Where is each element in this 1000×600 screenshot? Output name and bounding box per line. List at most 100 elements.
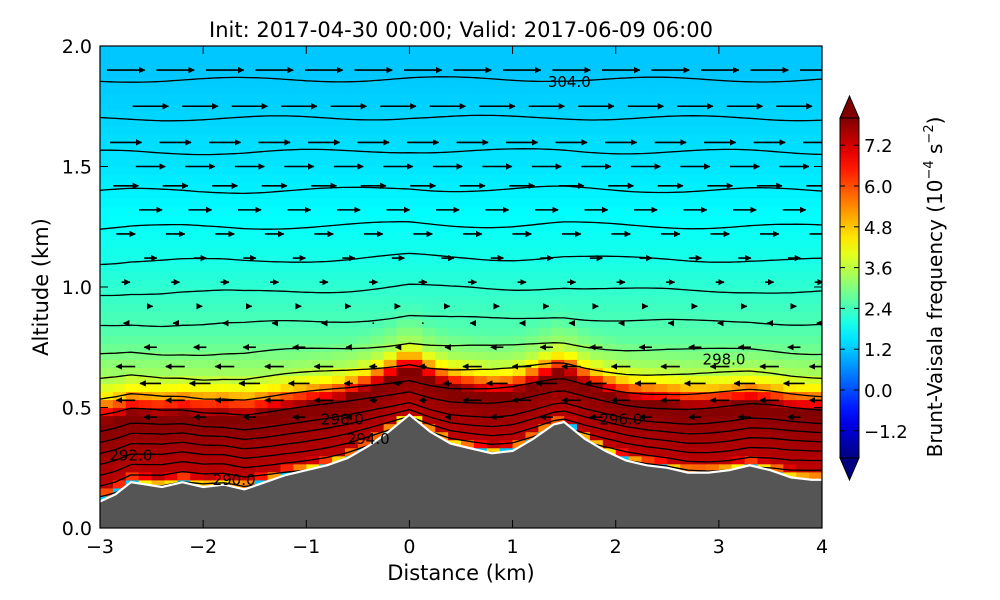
field-cell [641,391,655,401]
field-cell [577,407,591,417]
field-cell [602,238,617,248]
field-cell [357,214,372,224]
field-cell [228,415,243,425]
field-cell [628,351,643,360]
field-cell [718,94,733,103]
field-cell [319,222,333,232]
field-cell [138,214,153,224]
field-cell [241,319,256,328]
field-cell [370,78,385,87]
field-cell [344,262,359,272]
field-cell [293,206,307,216]
field-cell [589,110,604,119]
field-cell [151,311,166,320]
field-cell [164,150,178,160]
field-cell [770,54,784,63]
field-cell [654,407,668,417]
field-cell [164,142,178,152]
field-cell [525,278,539,288]
field-cell [151,166,166,176]
field-cell [577,46,591,55]
field-cell [499,375,514,384]
colorbar-label: Brunt-Vaisala frequency (10−4 s−2) [922,117,947,458]
field-cell [499,190,514,200]
field-cell [602,423,617,433]
field-cell [370,383,385,393]
theta-contour-line [100,221,822,230]
field-cell [577,319,591,328]
field-cell [448,343,462,352]
field-cell [448,190,462,200]
field-cell [744,311,759,320]
field-cell [602,439,617,449]
field-cell [744,455,759,465]
field-cell [589,287,604,296]
field-cell [796,351,810,360]
field-cell [499,54,514,63]
field-cell [473,246,488,256]
field-cell [577,399,591,409]
field-cell [357,126,372,135]
field-cell [770,198,784,208]
field-cell [615,198,630,208]
field-cell [280,383,294,393]
field-cell [332,391,346,401]
field-cell [190,86,204,95]
field-cell [422,54,436,63]
field-cell [731,230,746,240]
field-cell [718,311,733,320]
field-cell [177,327,191,336]
field-cell [112,262,127,272]
field-cell [796,214,810,224]
field-cell [228,118,243,127]
field-cell [564,391,578,401]
field-cell [744,238,759,248]
field-cell [112,447,127,457]
field-cell [564,126,578,135]
field-cell [551,158,565,168]
field-cell [332,126,346,135]
field-cell [680,134,694,143]
field-cell [370,110,385,119]
field-cell [615,295,630,304]
field-cell [615,254,630,264]
field-cell [216,102,230,111]
field-cell [280,270,294,280]
field-cell [241,158,256,168]
field-cell [602,174,617,184]
field-cell [667,94,681,103]
field-cell [486,407,501,417]
field-cell [332,375,346,384]
field-cell [796,126,810,135]
field-cell [164,319,178,328]
field-cell [693,222,707,232]
field-cell [383,238,398,248]
field-cell [770,126,784,135]
field-cell [512,367,527,376]
field-cell [370,230,385,240]
field-cell [177,166,191,176]
field-cell [125,423,140,433]
field-cell [422,391,436,401]
field-cell [641,174,655,184]
field-cell [577,246,591,256]
field-cell [100,487,114,497]
field-cell [461,439,475,449]
field-cell [100,391,114,401]
field-cell [551,303,565,312]
field-cell [551,134,565,143]
field-cell [680,182,694,192]
field-cell [357,327,372,336]
field-cell [705,70,720,79]
field-cell [525,391,539,401]
field-cell [319,158,333,168]
field-cell [667,295,681,304]
field-cell [809,86,822,95]
field-cell [306,190,320,200]
field-cell [138,142,153,152]
field-cell [538,254,552,264]
field-cell [693,142,707,152]
field-cell [809,270,822,280]
field-cell [667,407,681,417]
field-cell [499,278,514,288]
